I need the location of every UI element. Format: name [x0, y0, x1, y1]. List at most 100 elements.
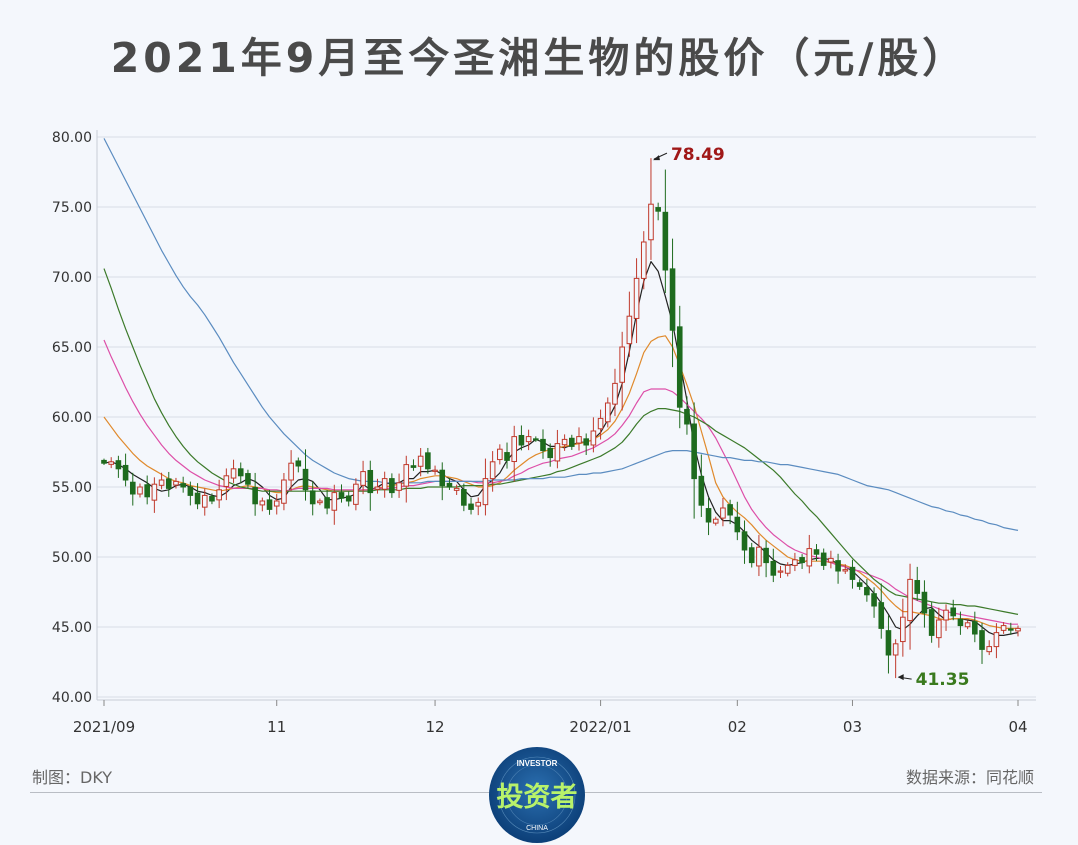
candle-body-up: [633, 277, 640, 319]
candle-body-down: [972, 621, 978, 635]
moving-average-lines: [103, 138, 1019, 637]
candle-body-down: [741, 531, 748, 551]
candle-body-up: [417, 455, 424, 467]
candle-body-down: [820, 552, 827, 566]
candle-body-down: [856, 582, 863, 587]
candle-body-up: [720, 507, 726, 519]
candle-body-up: [1000, 625, 1007, 631]
candle-body-down: [655, 207, 661, 212]
candle-body-up: [453, 487, 460, 491]
candle-body-up: [259, 500, 266, 506]
candle-body-up: [281, 479, 287, 504]
candle-body-up: [892, 643, 899, 656]
candle-body-down: [676, 326, 683, 408]
candle-body-down: [295, 460, 302, 467]
min-price-label: 41.35: [916, 670, 970, 690]
candle-body-down: [684, 408, 690, 425]
candle-body-up: [792, 559, 798, 566]
candle-body-down: [748, 547, 755, 564]
candle-body-up: [784, 564, 791, 574]
candle-body-up: [374, 486, 381, 490]
candle-body-down: [425, 452, 431, 470]
candle-body-up: [561, 438, 568, 446]
candle-body-up: [1015, 627, 1021, 632]
x-tick-label: 2021/09: [73, 718, 135, 736]
candle-body-down: [878, 602, 885, 629]
candle-body-down: [540, 438, 546, 452]
candle-body-down: [727, 504, 733, 516]
candle-body-down: [187, 486, 194, 496]
candle-body-down: [518, 434, 525, 446]
y-tick-label: 45.00: [52, 620, 92, 636]
candle-body-down: [921, 591, 928, 614]
candle-body-down: [194, 492, 201, 505]
candle-body-up: [626, 315, 633, 345]
candle-body-down: [691, 423, 697, 480]
candle-body-down: [957, 618, 964, 627]
axes: 40.00 45.00 50.00 55.00 60.00 65.00 70.00 75.00…: [52, 130, 1036, 736]
candle-body-down: [410, 465, 417, 468]
candle-body-down: [144, 484, 150, 498]
candle-body-up: [489, 461, 496, 480]
candle-body-up: [900, 616, 906, 643]
candle-body-down: [928, 609, 935, 636]
candle-body-down: [389, 478, 395, 494]
y-tick-label: 65.00: [52, 340, 92, 356]
candle-body-up: [986, 646, 993, 653]
y-tick-label: 60.00: [52, 410, 92, 426]
candle-body-up: [497, 448, 503, 461]
y-tick-label: 40.00: [52, 690, 92, 706]
candle-body-up: [828, 557, 834, 563]
candle-body-up: [525, 436, 532, 443]
candle-body-up: [648, 203, 654, 241]
candle-body-up: [806, 548, 813, 567]
candle-body-down: [461, 489, 467, 506]
x-tick-label: 03: [843, 718, 862, 736]
candle-body-down: [266, 499, 273, 510]
candle-body-up: [619, 346, 625, 383]
logo-main-text: 投资者: [497, 782, 578, 813]
logo-bottom-text: CHINA: [526, 825, 548, 832]
logo-top-text: INVESTOR: [517, 759, 558, 768]
candle-body-down: [115, 460, 122, 470]
y-tick-label: 70.00: [52, 270, 92, 286]
candle-body-down: [533, 438, 539, 441]
candle-body-down: [345, 495, 352, 502]
candle-body-up: [381, 478, 388, 490]
candle-body-down: [367, 469, 374, 494]
candle-body-up: [936, 619, 942, 639]
annotation-arrowhead: [897, 674, 904, 681]
candle-body-down: [568, 437, 575, 447]
candle-body-up: [158, 479, 165, 486]
candle-body-up: [511, 436, 518, 463]
candle-body-down: [302, 468, 309, 491]
candle-body-up: [432, 469, 438, 472]
candle-body-up: [108, 461, 114, 465]
candle-body-down: [252, 487, 258, 505]
candle-body-down: [799, 557, 805, 564]
candle-body-up: [230, 468, 237, 479]
candle-body-up: [590, 430, 597, 446]
candle-body-up: [597, 417, 604, 430]
candle-body-up: [756, 546, 762, 567]
candle-body-down: [209, 496, 215, 502]
annotation-arrowhead: [652, 155, 660, 161]
candle-body-down: [324, 497, 330, 509]
ma-line-ma60: [103, 138, 1019, 531]
candle-body-up: [993, 632, 1000, 648]
candle-body-down: [669, 268, 676, 331]
candle-body-up: [353, 483, 359, 505]
candle-body-down: [237, 468, 244, 477]
y-tick-label: 75.00: [52, 200, 92, 216]
candlesticks: [101, 158, 1021, 679]
candle-body-up: [777, 570, 784, 573]
candle-body-up: [907, 578, 913, 622]
candle-body-up: [604, 402, 611, 423]
candle-body-down: [122, 464, 129, 481]
investor-china-logo: INVESTOR 投资者 CHINA: [489, 747, 585, 843]
candle-body-down: [504, 452, 510, 461]
grid-lines: [97, 136, 1036, 698]
annotations: 78.49 41.35: [652, 145, 970, 690]
candle-body-down: [662, 211, 669, 271]
